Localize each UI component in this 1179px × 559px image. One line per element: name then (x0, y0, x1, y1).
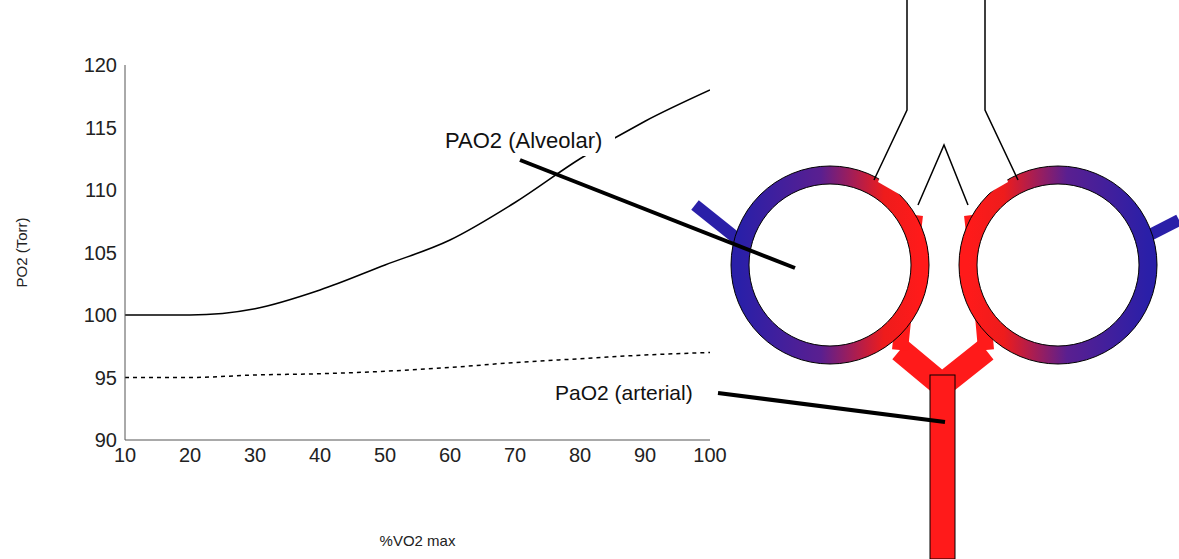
svg-text:110: 110 (85, 179, 117, 201)
svg-text:50: 50 (374, 444, 396, 466)
svg-text:90: 90 (95, 429, 117, 451)
svg-text:10: 10 (114, 444, 136, 466)
svg-text:PaO2 (arterial): PaO2 (arterial) (555, 381, 693, 404)
svg-text:PAO2 (Alveolar): PAO2 (Alveolar) (445, 128, 602, 153)
svg-text:%VO2 max: %VO2 max (380, 532, 456, 549)
svg-text:100: 100 (84, 304, 117, 326)
svg-text:PO2 (Torr): PO2 (Torr) (13, 217, 30, 287)
svg-text:30: 30 (244, 444, 266, 466)
svg-text:105: 105 (84, 242, 117, 264)
svg-text:70: 70 (504, 444, 526, 466)
svg-text:100: 100 (693, 444, 726, 466)
svg-text:120: 120 (84, 54, 117, 76)
svg-text:60: 60 (439, 444, 461, 466)
svg-text:40: 40 (309, 444, 331, 466)
svg-text:95: 95 (95, 367, 117, 389)
svg-text:90: 90 (634, 444, 656, 466)
svg-text:115: 115 (85, 117, 117, 139)
svg-text:80: 80 (569, 444, 591, 466)
svg-text:20: 20 (179, 444, 201, 466)
